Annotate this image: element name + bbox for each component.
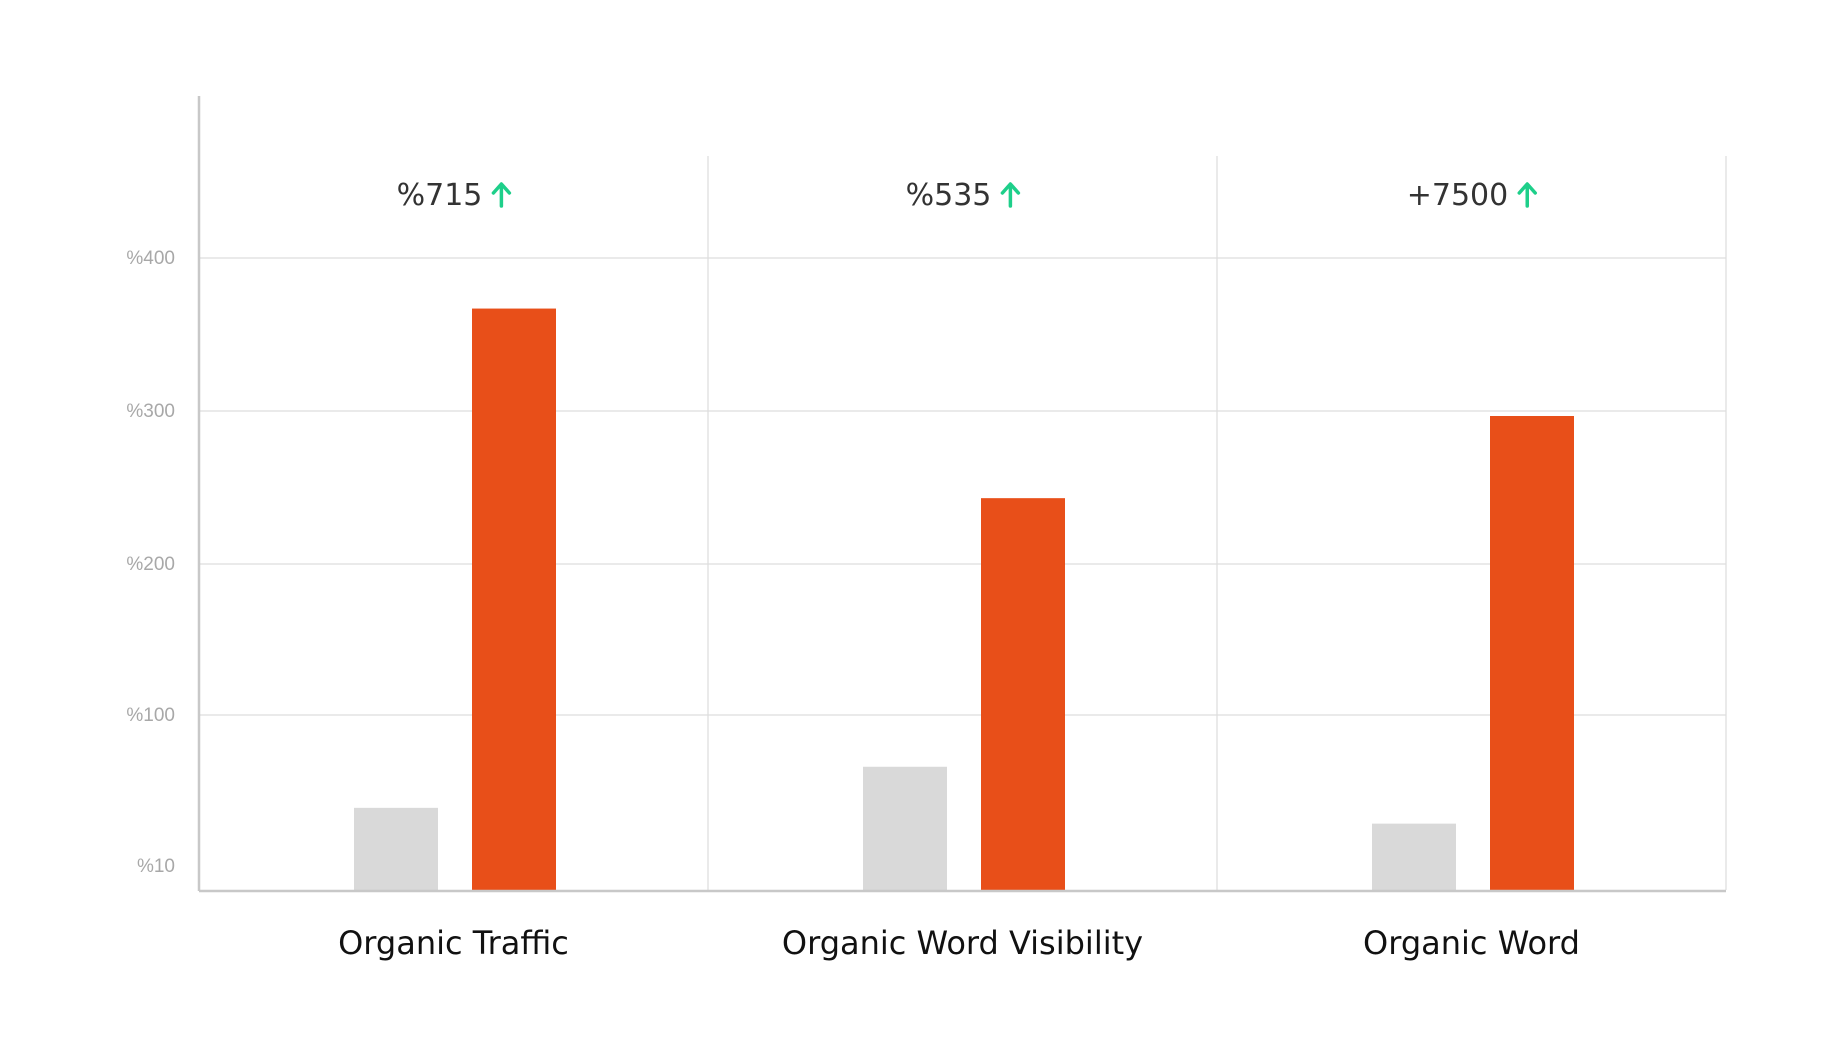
y-tick-label: %400	[126, 248, 175, 269]
arrow-up-icon	[491, 182, 512, 208]
axes	[197, 96, 1726, 893]
stat-label: %535	[906, 178, 992, 213]
arrow-up-icon	[1517, 182, 1537, 208]
y-tick-label: %100	[126, 705, 175, 726]
y-tick-label: %10	[137, 856, 175, 877]
labels: %10 %100 %200 %300 %400 Organic Traffic %715 Or…	[126, 178, 1580, 962]
y-tick-label: %300	[126, 401, 175, 422]
baseline-bar	[354, 807, 438, 890]
result-bar	[981, 498, 1065, 890]
result-bar	[472, 308, 556, 890]
category-label: Organic Word Visibility	[782, 924, 1143, 962]
baseline-bar	[863, 766, 947, 890]
baseline-bar	[1372, 823, 1456, 890]
arrow-up-icon	[1000, 182, 1021, 208]
category-label: Organic Word	[1363, 924, 1580, 962]
result-bar	[1490, 416, 1574, 890]
category-label: Organic Traffic	[338, 924, 569, 962]
y-tick-label: %200	[126, 554, 175, 575]
bars	[354, 308, 1574, 890]
grid-lines	[199, 156, 1727, 890]
stat-label: +7500	[1407, 178, 1508, 213]
stat-label: %715	[397, 178, 483, 213]
